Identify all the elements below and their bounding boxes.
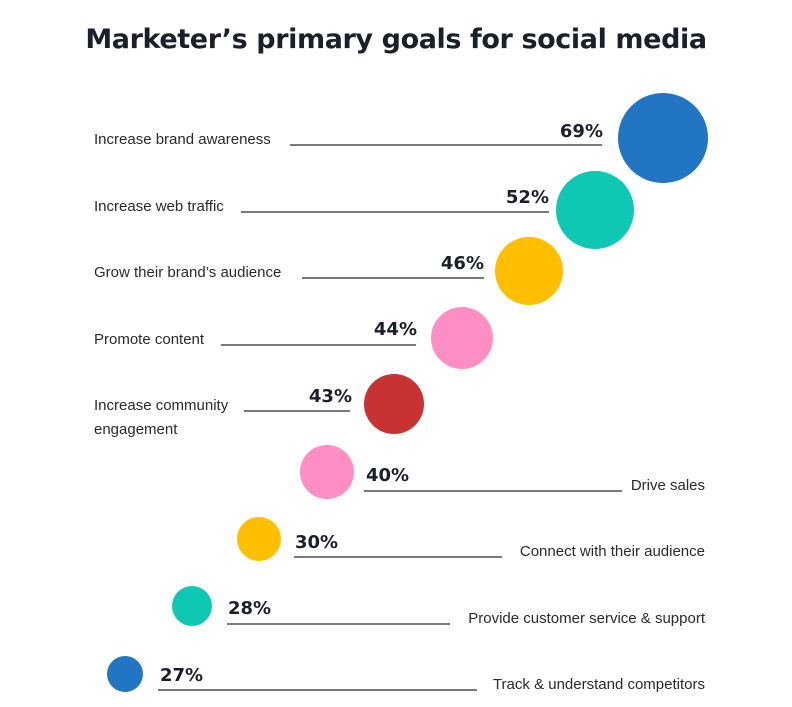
category-label: Promote content <box>94 331 205 348</box>
category-label: Increase brand awareness <box>94 131 271 148</box>
category-label: Increase web traffic <box>94 198 224 215</box>
goal-item: 44% Promote content <box>94 307 493 369</box>
category-label: Connect with their audience <box>520 543 705 560</box>
percent-label: 43% <box>309 386 352 407</box>
bubble <box>556 171 634 249</box>
goal-item: 27% Track & understand competitors <box>107 656 705 693</box>
category-label: Track & understand competitors <box>493 676 705 693</box>
bubble <box>172 586 212 626</box>
category-label: Increase community engagement <box>94 397 229 438</box>
goal-item: 69% Increase brand awareness <box>94 93 708 183</box>
percent-label: 30% <box>295 532 338 553</box>
bubble <box>300 445 354 499</box>
bubble <box>237 517 281 561</box>
percent-label: 27% <box>160 665 203 686</box>
percent-label: 28% <box>228 598 271 619</box>
percent-label: 46% <box>441 253 484 274</box>
category-label: Drive sales <box>631 477 705 494</box>
chart-title: Marketer’s primary goals for social medi… <box>85 24 707 55</box>
bubble <box>107 656 143 692</box>
goal-item: 30% Connect with their audience <box>237 517 705 561</box>
bubble <box>431 307 493 369</box>
goal-item: 28% Provide customer service & support <box>172 586 706 627</box>
bubble <box>495 237 563 305</box>
percent-label: 52% <box>506 187 549 208</box>
bubble <box>618 93 708 183</box>
goal-item: 52% Increase web traffic <box>94 171 634 249</box>
percent-label: 44% <box>374 319 417 340</box>
category-label: Grow their brand’s audience <box>94 264 281 281</box>
category-label: Provide customer service & support <box>468 610 706 627</box>
goal-item: 43% Increase community engagement <box>94 374 424 438</box>
percent-label: 69% <box>560 121 603 142</box>
bubble <box>364 374 424 434</box>
percent-label: 40% <box>366 465 409 486</box>
goal-item: 40% Drive sales <box>300 445 705 499</box>
goal-item: 46% Grow their brand’s audience <box>94 237 563 305</box>
